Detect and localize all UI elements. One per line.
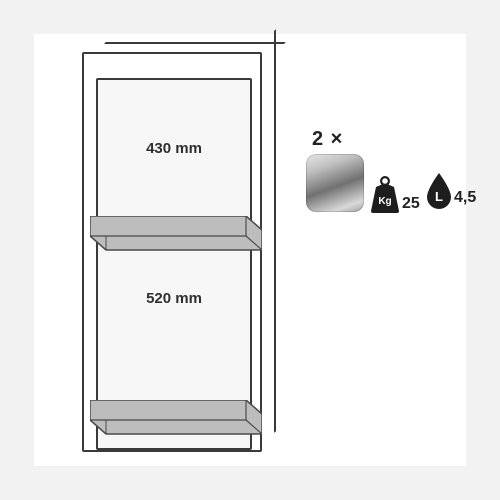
dimension-label-upper: 430 mm [98,140,250,157]
cabinet-outer-frame: 430 mm 520 mm [82,52,262,452]
product-diagram-stage: 430 mm 520 mm [0,0,500,500]
volume-spec: L 4,5 [426,172,486,210]
volume-value: 4,5 [454,190,476,210]
weight-value: 25 [402,196,420,214]
dimension-label-lower: 520 mm [98,290,250,307]
quantity-label: 2 × [312,128,343,151]
drop-icon: L [426,172,452,210]
cabinet-interior: 430 mm 520 mm [96,78,252,450]
weight-icon: Kg [370,174,400,214]
drawer-shelf-lower [90,400,262,436]
weight-unit-label: Kg [378,196,391,207]
cabinet-side-edge [262,29,276,443]
volume-unit-label: L [435,189,443,204]
diagram-canvas: 430 mm 520 mm [34,34,466,466]
weight-spec: Kg 25 [370,170,422,214]
cabinet-drawing: 430 mm 520 mm [82,42,282,452]
material-swatch-icon [306,154,364,212]
drawer-shelf-upper [90,216,262,252]
